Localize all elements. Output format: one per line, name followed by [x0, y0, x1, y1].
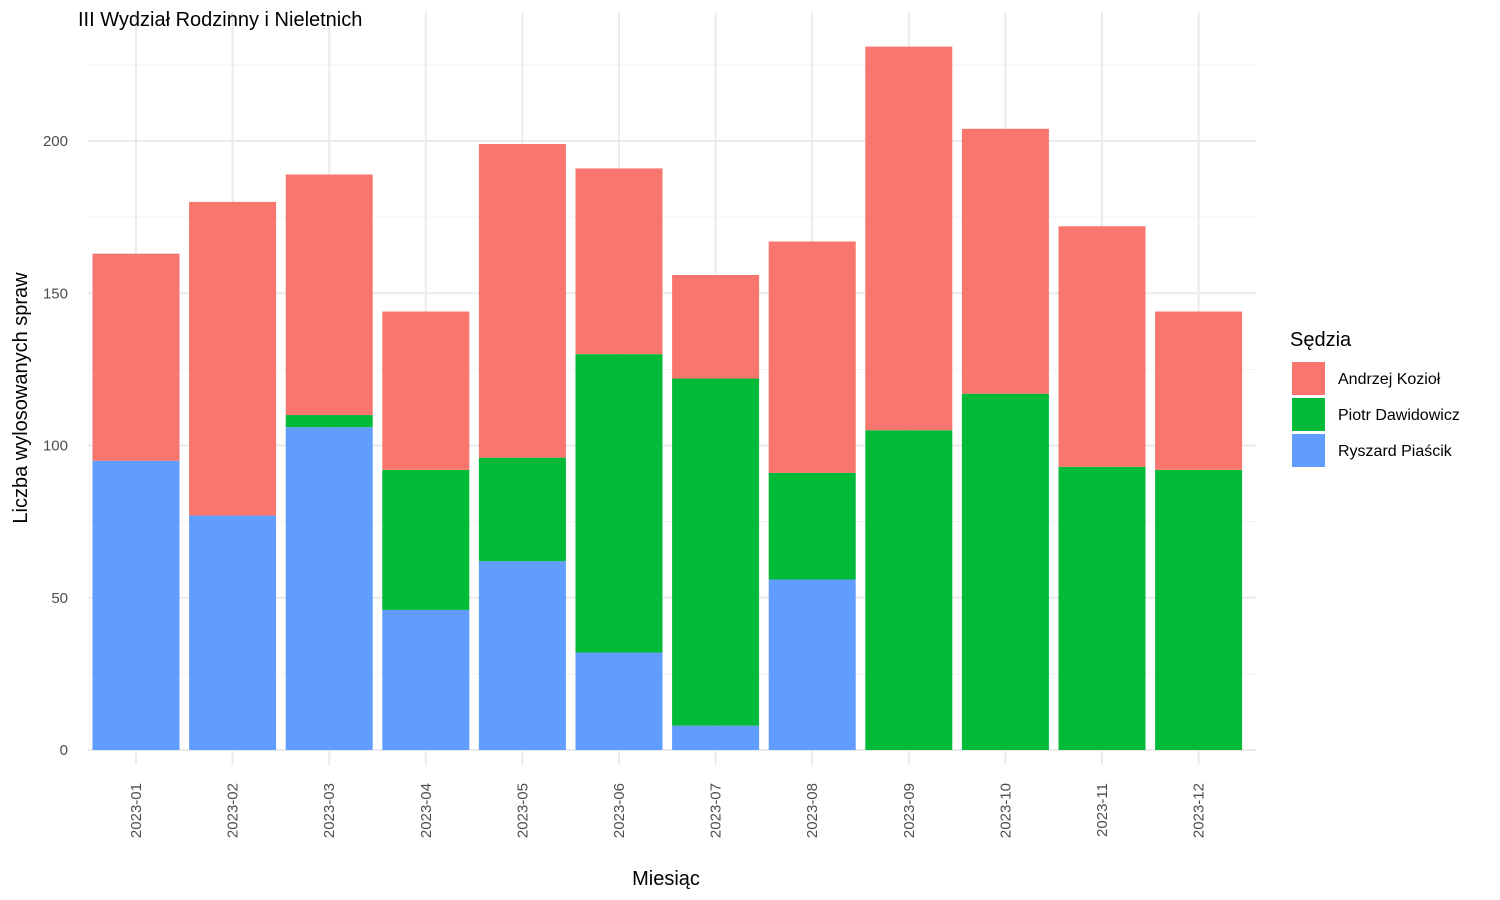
- x-axis-title: Miesiąc: [632, 868, 700, 890]
- bar-segment: [92, 253, 180, 461]
- legend-label: Ryszard Piaścik: [1338, 443, 1453, 460]
- bar-segment: [865, 46, 953, 431]
- bar-segment: [1058, 466, 1146, 750]
- bar-segment: [768, 241, 856, 473]
- legend-label: Piotr Dawidowicz: [1338, 407, 1460, 424]
- bar-segment: [478, 457, 566, 562]
- bar-segment: [961, 128, 1049, 394]
- bars: [92, 46, 1243, 750]
- bar-segment: [1155, 311, 1243, 470]
- bar-segment: [382, 609, 470, 750]
- bar-segment: [92, 460, 180, 750]
- bar-segment: [285, 415, 373, 428]
- bar-segment: [189, 515, 277, 750]
- x-tick-label: 2023-04: [418, 783, 435, 838]
- x-tick-label: 2023-08: [804, 783, 821, 838]
- x-tick-label: 2023-02: [225, 783, 242, 838]
- bar-segment: [478, 144, 566, 458]
- bar-segment: [382, 311, 470, 470]
- legend-swatch: [1292, 398, 1325, 431]
- legend-label: Andrzej Kozioł: [1338, 371, 1441, 388]
- bar-segment: [672, 378, 760, 726]
- bar-segment: [672, 725, 760, 750]
- bar-segment: [189, 201, 277, 516]
- bar-segment: [285, 427, 373, 750]
- bar-segment: [478, 561, 566, 750]
- bar-segment: [1155, 469, 1243, 750]
- bar-segment: [672, 274, 760, 379]
- x-tick-label: 2023-01: [128, 783, 145, 838]
- x-tick-label: 2023-11: [1094, 783, 1111, 837]
- bar-segment: [961, 393, 1049, 750]
- legend-title: Sędzia: [1290, 329, 1352, 351]
- y-tick-label: 100: [43, 438, 68, 455]
- x-tick-label: 2023-05: [514, 783, 531, 838]
- y-tick-label: 200: [43, 133, 68, 150]
- bar-segment: [768, 579, 856, 750]
- bar-segment: [575, 652, 663, 750]
- bar-segment: [768, 472, 856, 580]
- x-tick-label: 2023-09: [901, 783, 918, 838]
- y-tick-label: 0: [60, 742, 68, 759]
- y-tick-label: 150: [43, 285, 68, 302]
- x-tick-label: 2023-06: [611, 783, 628, 838]
- bar-segment: [575, 168, 663, 355]
- y-tick-label: 50: [51, 590, 68, 607]
- x-tick-label: 2023-12: [1191, 783, 1208, 838]
- legend: Sędzia Andrzej Kozioł Piotr Dawidowicz Rys…: [1290, 329, 1460, 467]
- bar-segment: [865, 430, 953, 750]
- legend-swatch: [1292, 434, 1325, 467]
- bar-segment: [382, 469, 470, 610]
- legend-swatch: [1292, 362, 1325, 395]
- y-axis-title: Liczba wylosowanych spraw: [10, 272, 32, 524]
- x-tick-label: 2023-03: [321, 783, 338, 838]
- x-tick-label: 2023-07: [708, 783, 725, 838]
- bar-segment: [1058, 226, 1146, 467]
- x-tick-label: 2023-10: [997, 783, 1014, 838]
- chart-title: III Wydział Rodzinny i Nieletnich: [78, 9, 362, 31]
- bar-segment: [285, 174, 373, 416]
- tick-labels: 0 50 100 150 200 2023-01 2023-02 2023-03 2023-04…: [43, 133, 1208, 838]
- bar-segment: [575, 354, 663, 653]
